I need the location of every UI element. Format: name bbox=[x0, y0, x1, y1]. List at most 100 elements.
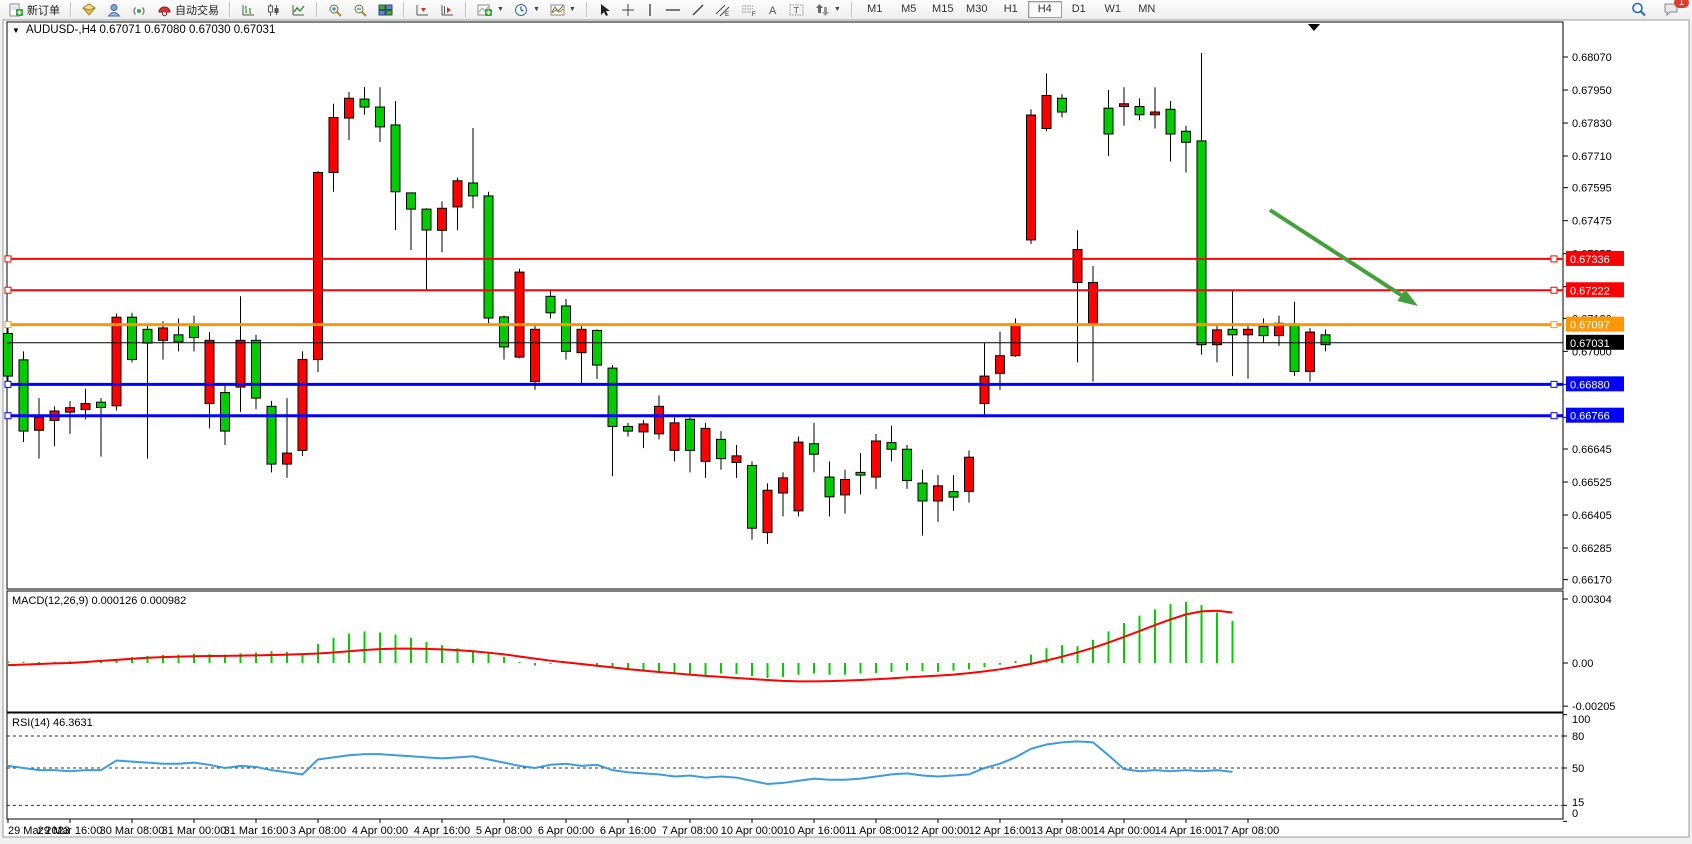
candle bbox=[1150, 111, 1160, 116]
hlines-layer bbox=[4, 255, 1563, 420]
line-chart-icon bbox=[291, 3, 306, 17]
candle bbox=[390, 124, 401, 193]
chevron-down-icon: ▼ bbox=[532, 6, 540, 13]
templates-button[interactable]: ▼ bbox=[545, 0, 581, 19]
rsi-panel[interactable] bbox=[6, 712, 1564, 820]
auto-scroll-button[interactable] bbox=[410, 0, 435, 19]
candle bbox=[1258, 326, 1269, 337]
zoom-in-button[interactable] bbox=[323, 0, 348, 19]
signals-button[interactable] bbox=[127, 0, 152, 19]
notification-badge: 1 bbox=[1674, 0, 1689, 8]
auto-scroll-icon bbox=[415, 3, 430, 17]
price-axis[interactable]: 0.68070 0.67950 0.67830 0.67710 0.67595 0.674… bbox=[1563, 52, 1624, 587]
price-badge bbox=[1566, 282, 1624, 298]
price-badge bbox=[1566, 407, 1624, 423]
shapes-tool-button[interactable]: ▼ bbox=[810, 0, 846, 19]
candle bbox=[809, 443, 819, 455]
data-window-button[interactable] bbox=[77, 0, 102, 19]
candle bbox=[545, 295, 556, 314]
periods-button[interactable]: ▼ bbox=[509, 0, 545, 19]
candle bbox=[530, 328, 540, 383]
chart-shift-button[interactable] bbox=[435, 0, 460, 19]
line-handle bbox=[4, 380, 12, 388]
date-label: 6 Apr 16:00 bbox=[600, 825, 656, 837]
crosshair-tool-button[interactable] bbox=[616, 0, 640, 19]
notifications-button[interactable]: 1 bbox=[1658, 0, 1689, 19]
candle bbox=[1289, 323, 1300, 372]
candle bbox=[1041, 95, 1052, 130]
profiles-button[interactable] bbox=[102, 0, 127, 19]
date-label: 10 Apr 00:00 bbox=[721, 825, 783, 837]
candle bbox=[251, 339, 261, 399]
bar-chart-button[interactable] bbox=[236, 0, 261, 19]
new-order-label: 新订单 bbox=[27, 4, 60, 17]
timeframe-m5[interactable]: M5 bbox=[901, 3, 917, 15]
vline-tool-button[interactable] bbox=[640, 0, 660, 19]
svg-text:0.66405: 0.66405 bbox=[1572, 510, 1612, 522]
template-icon bbox=[550, 3, 565, 17]
svg-text:0.00304: 0.00304 bbox=[1572, 594, 1612, 606]
candle bbox=[65, 407, 75, 413]
chart-window[interactable]: 0.68070 0.67950 0.67830 0.67710 0.67595 0.674… bbox=[0, 19, 1692, 844]
rsi-layer: 100 80 50 150 RSI(14) 46.3631 bbox=[7, 714, 1590, 822]
trendline-tool-button[interactable] bbox=[686, 0, 710, 19]
timeframe-h4[interactable]: H4 bbox=[1027, 1, 1062, 18]
autotrading-button[interactable]: 自动交易 bbox=[152, 0, 224, 19]
timeframe-d1[interactable]: D1 bbox=[1071, 3, 1086, 15]
zoom-out-button[interactable] bbox=[348, 0, 373, 19]
tile-windows-icon bbox=[378, 3, 393, 17]
svg-text:0.67710: 0.67710 bbox=[1572, 151, 1612, 163]
candle bbox=[220, 392, 230, 432]
timeframe-w1[interactable]: W1 bbox=[1104, 3, 1122, 15]
line-handle bbox=[4, 255, 12, 263]
candle bbox=[917, 482, 928, 502]
candle bbox=[561, 305, 571, 352]
trend-arrow-head[interactable] bbox=[1397, 289, 1418, 306]
candle bbox=[499, 316, 509, 348]
crosshair-icon bbox=[621, 3, 635, 17]
svg-text:0.66766: 0.66766 bbox=[1570, 411, 1610, 423]
timeframe-h1[interactable]: H1 bbox=[1003, 3, 1018, 15]
price-badge bbox=[1566, 334, 1624, 350]
trend-arrow[interactable] bbox=[1268, 208, 1403, 297]
timeframe-m30[interactable]: M30 bbox=[966, 3, 988, 15]
timeframe-m1[interactable]: M1 bbox=[867, 3, 883, 15]
candle bbox=[1134, 106, 1145, 116]
main-panel[interactable] bbox=[6, 21, 1564, 590]
indicators-button[interactable]: ▼ bbox=[472, 0, 509, 19]
fibonacci-tool-button[interactable]: F bbox=[736, 0, 762, 19]
macd-panel[interactable] bbox=[6, 590, 1564, 713]
svg-text:0.67097: 0.67097 bbox=[1570, 320, 1610, 332]
label-tool-button[interactable]: T bbox=[784, 0, 810, 19]
candles-layer bbox=[3, 52, 1331, 544]
svg-text:AUDUSD-,H4 0.67071 0.67080 0.: AUDUSD-,H4 0.67071 0.67080 0.67030 0.670… bbox=[26, 24, 275, 36]
svg-text:-0.00205: -0.00205 bbox=[1572, 701, 1615, 713]
candle bbox=[1227, 328, 1238, 336]
chart-canvas[interactable]: 0.68070 0.67950 0.67830 0.67710 0.67595 0.674… bbox=[0, 19, 1692, 844]
candle bbox=[886, 442, 897, 450]
svg-text:0: 0 bbox=[1572, 808, 1578, 820]
date-label: 5 Apr 08:00 bbox=[476, 825, 532, 837]
svg-text:0.66285: 0.66285 bbox=[1572, 543, 1612, 555]
svg-text:0.66645: 0.66645 bbox=[1572, 444, 1612, 456]
candle bbox=[871, 440, 881, 478]
candlestick-button[interactable] bbox=[261, 0, 286, 19]
line-handle bbox=[1550, 286, 1558, 294]
cursor-tool-button[interactable] bbox=[593, 0, 616, 19]
new-order-button[interactable]: 新订单 bbox=[3, 0, 65, 19]
timeframe-m15[interactable]: M15 bbox=[932, 3, 954, 15]
toolbar-separator bbox=[850, 2, 853, 17]
search-button[interactable] bbox=[1626, 0, 1652, 19]
main-toolbar: 新订单 自动交易 ▼ ▼ ▼ E F bbox=[0, 0, 1692, 20]
timeframe-mn[interactable]: MN bbox=[1138, 3, 1156, 15]
tile-windows-button[interactable] bbox=[373, 0, 398, 19]
line-chart-button[interactable] bbox=[286, 0, 311, 19]
hline-tool-button[interactable] bbox=[660, 0, 686, 19]
date-label: 17 Apr 08:00 bbox=[1217, 825, 1279, 837]
date-label: 4 Apr 00:00 bbox=[352, 825, 408, 837]
svg-text:0.66525: 0.66525 bbox=[1572, 477, 1612, 489]
channel-tool-button[interactable]: E bbox=[710, 0, 736, 19]
candle bbox=[1320, 334, 1331, 346]
text-tool-button[interactable]: A bbox=[762, 0, 784, 19]
